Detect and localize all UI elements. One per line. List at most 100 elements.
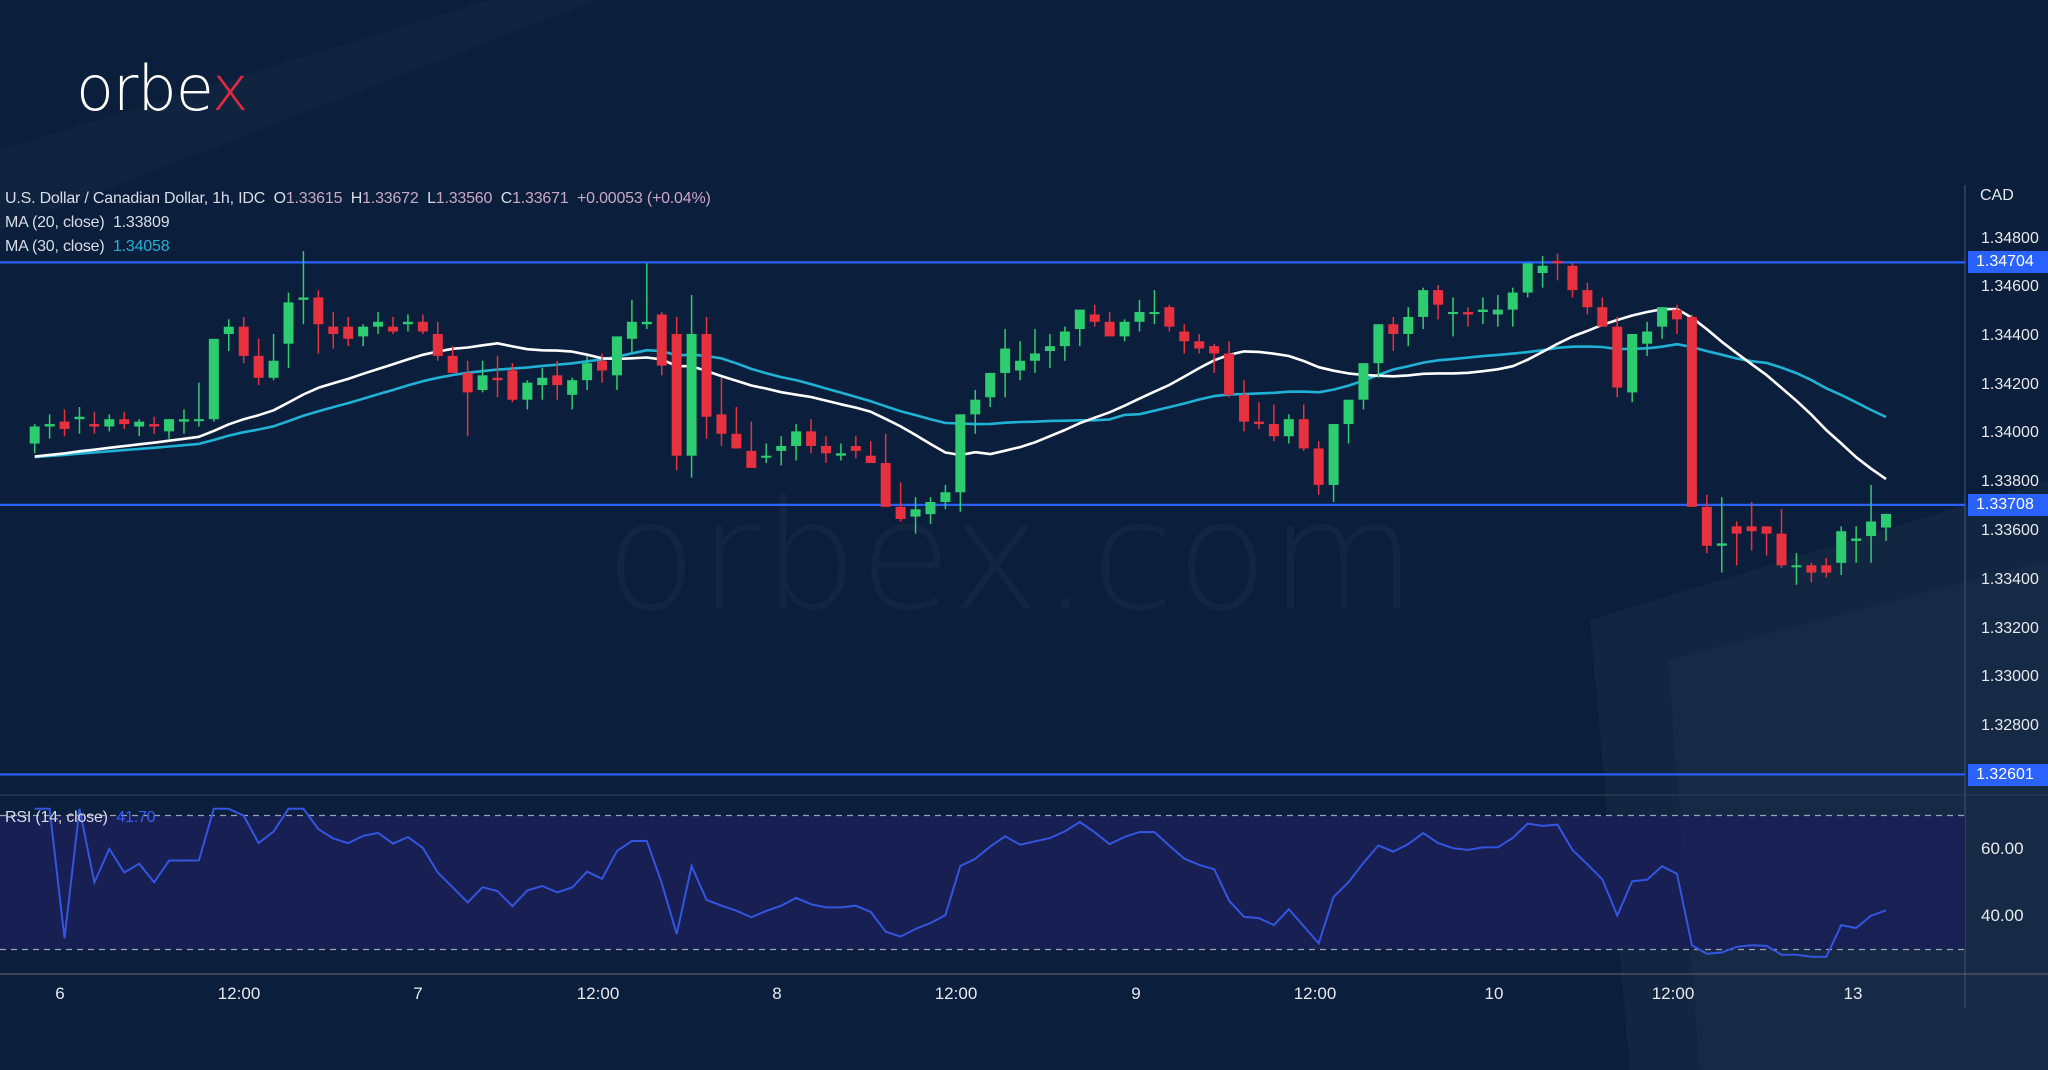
candle[interactable] <box>1701 506 1712 546</box>
candle[interactable] <box>1582 290 1593 308</box>
candle[interactable] <box>462 372 473 393</box>
candle[interactable] <box>1268 424 1279 437</box>
candle[interactable] <box>746 450 757 468</box>
candle[interactable] <box>1746 526 1757 532</box>
candle[interactable] <box>1015 360 1026 371</box>
candle[interactable] <box>1134 312 1145 322</box>
candle[interactable] <box>402 321 413 325</box>
candle[interactable] <box>1821 565 1832 573</box>
candle[interactable] <box>582 363 593 381</box>
candle[interactable] <box>149 424 160 427</box>
candle[interactable] <box>492 377 503 381</box>
candle[interactable] <box>1686 316 1697 507</box>
candle[interactable] <box>253 355 264 378</box>
candle[interactable] <box>761 455 772 458</box>
candle[interactable] <box>1761 526 1772 534</box>
candle[interactable] <box>1448 312 1459 315</box>
candle[interactable] <box>223 326 234 334</box>
candle[interactable] <box>1313 448 1324 485</box>
candle[interactable] <box>597 360 608 371</box>
candle[interactable] <box>1806 565 1817 573</box>
candle[interactable] <box>1507 292 1518 310</box>
candle[interactable] <box>1462 312 1473 315</box>
candle[interactable] <box>611 336 622 376</box>
candle[interactable] <box>1567 265 1578 291</box>
candle[interactable] <box>164 419 175 432</box>
candle[interactable] <box>701 333 712 417</box>
candle[interactable] <box>865 455 876 464</box>
candle[interactable] <box>1657 307 1668 327</box>
candle[interactable] <box>1119 321 1130 337</box>
candle[interactable] <box>59 421 70 429</box>
candle[interactable] <box>1328 424 1339 485</box>
candle[interactable] <box>985 372 996 398</box>
candle[interactable] <box>119 419 130 425</box>
candle[interactable] <box>537 377 548 386</box>
candle[interactable] <box>1089 314 1100 322</box>
candle[interactable] <box>910 509 921 517</box>
candle[interactable] <box>1000 348 1011 373</box>
candle[interactable] <box>1149 312 1160 315</box>
candle[interactable] <box>1029 353 1040 361</box>
candle[interactable] <box>1552 260 1563 264</box>
candle[interactable] <box>1283 419 1294 437</box>
candle[interactable] <box>850 445 861 451</box>
candle[interactable] <box>1224 353 1235 395</box>
candle[interactable] <box>522 382 533 400</box>
candle[interactable] <box>1239 394 1250 422</box>
candle[interactable] <box>1164 307 1175 327</box>
candle[interactable] <box>1194 341 1205 349</box>
candle[interactable] <box>1179 331 1190 342</box>
candle[interactable] <box>134 421 145 427</box>
candle[interactable] <box>1731 526 1742 534</box>
candle[interactable] <box>1477 309 1488 313</box>
candle[interactable] <box>1044 346 1055 352</box>
candle[interactable] <box>343 326 354 339</box>
candle[interactable] <box>925 501 936 515</box>
candle[interactable] <box>955 414 966 493</box>
candle[interactable] <box>74 416 85 420</box>
candle[interactable] <box>388 326 398 332</box>
candle[interactable] <box>656 314 667 366</box>
candle[interactable] <box>1403 316 1414 334</box>
candle[interactable] <box>1059 331 1070 347</box>
candle[interactable] <box>1343 399 1354 425</box>
candle[interactable] <box>880 463 891 507</box>
candle[interactable] <box>89 424 100 427</box>
ma30-legend[interactable]: MA (30, close) 1.34058 <box>5 238 170 255</box>
candle[interactable] <box>1209 346 1220 354</box>
candle[interactable] <box>626 321 637 339</box>
candle[interactable] <box>1791 565 1802 568</box>
candle[interactable] <box>1492 309 1503 315</box>
candle[interactable] <box>671 333 682 456</box>
candle[interactable] <box>1418 290 1429 317</box>
candle[interactable] <box>1522 263 1533 293</box>
candle[interactable] <box>1597 307 1608 327</box>
candle[interactable] <box>791 431 802 446</box>
candle[interactable] <box>731 433 742 449</box>
candle[interactable] <box>552 375 563 386</box>
candle[interactable] <box>313 297 324 325</box>
candle[interactable] <box>567 380 578 395</box>
candle[interactable] <box>686 333 697 456</box>
candle[interactable] <box>1627 333 1638 393</box>
candle[interactable] <box>1388 324 1399 334</box>
candle[interactable] <box>507 370 518 400</box>
candle[interactable] <box>1373 324 1384 364</box>
candle[interactable] <box>776 445 787 451</box>
candle[interactable] <box>477 375 488 390</box>
candle[interactable] <box>208 338 219 420</box>
candle[interactable] <box>1253 421 1264 425</box>
candle[interactable] <box>1104 321 1115 337</box>
candle[interactable] <box>1671 309 1682 320</box>
candle[interactable] <box>820 445 831 454</box>
candle[interactable] <box>29 426 40 444</box>
candle[interactable] <box>1881 513 1891 528</box>
candle[interactable] <box>104 419 115 427</box>
rsi-legend[interactable]: RSI (14, close) 41.70 <box>5 809 156 826</box>
candle[interactable] <box>1433 290 1444 305</box>
candle[interactable] <box>1358 363 1369 400</box>
candle[interactable] <box>806 431 817 446</box>
candle[interactable] <box>193 419 204 422</box>
